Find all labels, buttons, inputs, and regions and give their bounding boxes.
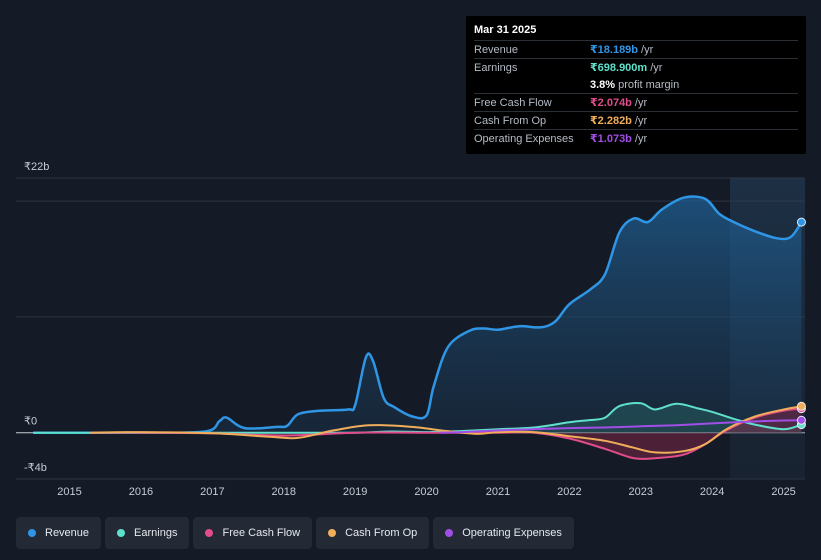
x-tick-label: 2024 xyxy=(700,486,724,498)
series-end-markers xyxy=(796,217,806,430)
revenue-area xyxy=(33,196,802,433)
tooltip-value: ₹698.900m xyxy=(590,62,648,74)
tooltip-unit: profit margin xyxy=(618,78,680,91)
legend-item-cash-from-op[interactable]: Cash From Op xyxy=(316,517,430,549)
legend-dot-icon xyxy=(445,529,454,537)
free-cash-flow-area xyxy=(91,408,802,459)
legend-label: Revenue xyxy=(45,527,90,539)
legend-dot-icon xyxy=(205,529,214,537)
y-tick-label: ₹0 xyxy=(24,416,37,428)
tooltip-row-revenue: Revenue ₹18.189b /yr xyxy=(474,40,798,58)
legend-item-free-cash-flow[interactable]: Free Cash Flow xyxy=(193,517,313,549)
x-tick-label: 2016 xyxy=(129,486,153,498)
tooltip-label: Cash From Op xyxy=(474,114,547,127)
free-cash-flow-line xyxy=(90,407,803,460)
earnings-area xyxy=(33,403,802,433)
tooltip-row-margin: 3.8% profit margin xyxy=(474,76,798,93)
cash-from-op-end-marker xyxy=(796,401,806,411)
legend-label: Free Cash Flow xyxy=(222,527,301,539)
revenue-end-marker xyxy=(796,217,806,227)
legend-label: Cash From Op xyxy=(345,527,418,539)
tooltip-row-opex: Operating Expenses ₹1.073b /yr xyxy=(474,129,798,147)
legend-item-revenue[interactable]: Revenue xyxy=(16,517,102,549)
legend-dot-icon xyxy=(28,529,36,537)
x-tick-label: 2020 xyxy=(414,486,438,498)
tooltip-value: ₹18.189b xyxy=(590,44,639,56)
y-tick-label: -₹4b xyxy=(24,462,47,474)
x-tick-label: 2025 xyxy=(771,486,795,498)
tooltip-unit: /yr xyxy=(634,96,648,109)
tooltip-value: 3.8% xyxy=(590,78,616,91)
tooltip-unit: /yr xyxy=(641,43,654,56)
tooltip-value: ₹1.073b xyxy=(590,133,632,145)
tooltip-value: ₹2.074b xyxy=(590,97,632,109)
legend-label: Earnings xyxy=(134,527,178,539)
x-tick-label: 2023 xyxy=(629,486,653,498)
tooltip-unit: /yr xyxy=(634,132,648,145)
tooltip-unit: /yr xyxy=(650,61,663,74)
tooltip-label: Revenue xyxy=(474,43,519,56)
tooltip-label: Operating Expenses xyxy=(474,132,574,145)
series-lines xyxy=(32,195,803,460)
y-tick-label: ₹22b xyxy=(24,161,49,173)
x-tick-label: 2015 xyxy=(57,486,81,498)
revenue-line xyxy=(32,195,803,435)
legend-item-earnings[interactable]: Earnings xyxy=(105,517,190,549)
series-areas xyxy=(33,196,802,459)
tooltip-label: Free Cash Flow xyxy=(474,96,552,109)
tooltip-row-fcf: Free Cash Flow ₹2.074b /yr xyxy=(474,93,798,111)
x-tick-label: 2022 xyxy=(557,486,581,498)
tooltip-value: ₹2.282b xyxy=(590,115,632,127)
chart-legend: Revenue Earnings Free Cash Flow Cash Fro… xyxy=(16,517,574,549)
x-tick-label: 2018 xyxy=(272,486,296,498)
tooltip-label: Earnings xyxy=(474,61,518,74)
cash-from-op-line xyxy=(90,405,803,454)
tooltip-row-earnings: Earnings ₹698.900m /yr xyxy=(474,58,798,76)
tooltip-date: Mar 31 2025 xyxy=(474,24,537,36)
legend-dot-icon xyxy=(117,529,126,537)
legend-item-operating-expenses[interactable]: Operating Expenses xyxy=(433,517,574,549)
tooltip-row-cfo: Cash From Op ₹2.282b /yr xyxy=(474,111,798,129)
x-axis-labels: 2015 2016 2017 2018 2019 2020 2021 2022 2023 2024… xyxy=(57,486,796,498)
x-tick-label: 2019 xyxy=(343,486,367,498)
tooltip-unit: /yr xyxy=(634,114,648,127)
x-tick-label: 2017 xyxy=(200,486,224,498)
operating-expenses-end-marker xyxy=(796,415,806,425)
earnings-line xyxy=(32,402,803,434)
operating-expenses-line xyxy=(439,419,803,434)
legend-label: Operating Expenses xyxy=(462,527,562,539)
legend-dot-icon xyxy=(328,529,337,537)
y-axis-labels: ₹22b ₹0 -₹4b xyxy=(24,161,49,474)
x-tick-label: 2021 xyxy=(486,486,510,498)
tooltip-panel: Mar 31 2025 Revenue ₹18.189b /yr Earning… xyxy=(466,16,806,154)
